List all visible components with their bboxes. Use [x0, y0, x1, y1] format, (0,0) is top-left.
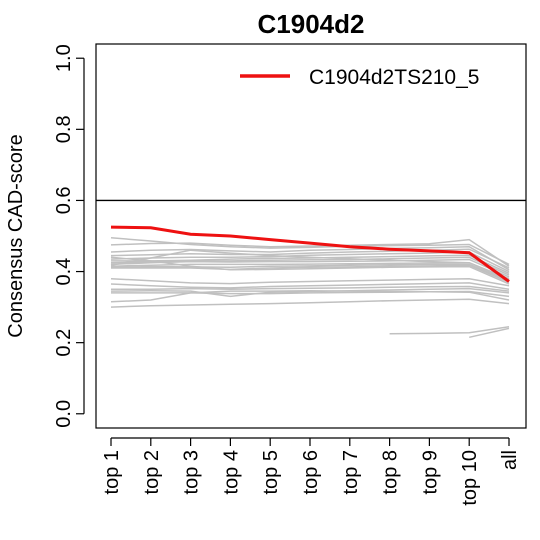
- y-tick-label: 0.4: [53, 258, 75, 286]
- y-tick-label: 0.2: [53, 329, 75, 357]
- x-tick-label: top 10: [459, 450, 481, 506]
- background-series-line: [110, 238, 510, 267]
- background-series-group: [110, 237, 510, 339]
- x-tick-label: top 3: [181, 450, 203, 494]
- y-tick-label: 1.0: [53, 44, 75, 72]
- chart-title: C1904d2: [258, 9, 365, 39]
- background-series-line: [110, 263, 510, 282]
- legend: C1904d2TS210_5: [240, 66, 479, 89]
- background-series-line: [110, 282, 510, 291]
- background-series-line: [111, 264, 510, 283]
- x-tick-label: all: [499, 450, 521, 470]
- x-tick-label: top 6: [300, 450, 322, 494]
- x-tick-label: top 9: [419, 450, 441, 494]
- background-series-line: [110, 290, 510, 303]
- x-tick-label: top 5: [260, 450, 282, 494]
- background-series-line: [110, 298, 510, 308]
- background-series-line: [110, 245, 510, 271]
- x-tick-label: top 2: [141, 450, 163, 494]
- background-series-line: [469, 327, 510, 339]
- y-tick-label: 0.6: [53, 186, 75, 214]
- y-axis-label: Consensus CAD-score: [5, 134, 27, 337]
- y-tick-label: 0.0: [53, 400, 75, 428]
- background-series-line: [110, 256, 510, 285]
- background-series-line: [110, 248, 510, 269]
- y-axis: 0.0 0.2 0.4 0.6 0.8 1.0: [53, 44, 85, 428]
- highlight-series-line: [110, 225, 510, 283]
- x-tick-label: top 7: [340, 450, 362, 494]
- x-axis: top 1 top 2 top 3 top 4 top 5 top 6 top 7 top 8…: [101, 437, 521, 506]
- x-tick-label: top 1: [101, 450, 123, 494]
- x-tick-label: top 4: [220, 450, 242, 494]
- plot-area-frame: [95, 43, 527, 429]
- background-series-line: [389, 325, 510, 335]
- legend-label-highlight: C1904d2TS210_5: [309, 66, 479, 89]
- background-series-line: [110, 277, 510, 287]
- background-series-line: [110, 258, 510, 278]
- y-tick-label: 0.8: [53, 115, 75, 143]
- x-tick-label: top 8: [380, 450, 402, 494]
- background-series-line: [110, 249, 510, 280]
- background-series-line: [111, 285, 510, 292]
